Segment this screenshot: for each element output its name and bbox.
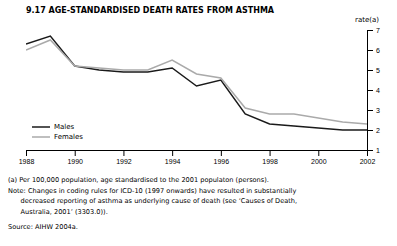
footnote: decreased reporting of asthma as underly…	[8, 197, 297, 205]
x-tick-mark	[123, 150, 124, 156]
y-tick-label: 7	[376, 27, 380, 34]
x-axis: 1988 1990 1992 1994 1996 1998 2000 2002	[19, 150, 376, 165]
y-tick-mark	[367, 50, 373, 51]
plot: 1988 1990 1992 1994 1996 1998 2000 20021 2 3 4 5 6 7 M…	[19, 27, 380, 165]
x-tick: 2002	[360, 150, 376, 165]
y-tick-label: 5	[376, 67, 380, 74]
y-tick-mark	[367, 150, 373, 151]
y-tick: 7	[367, 27, 380, 34]
footnote: Source: AIHW 2004a.	[8, 223, 78, 231]
x-tick: 2000	[311, 150, 327, 165]
x-tick-mark	[270, 150, 271, 156]
x-tick-label: 1988	[19, 158, 35, 165]
x-tick: 1996	[214, 150, 230, 165]
y-tick: 2	[367, 127, 380, 134]
x-tick-mark	[221, 150, 222, 156]
x-tick-label: 1998	[262, 158, 278, 165]
y-tick-label: 6	[376, 47, 380, 54]
y-axis: 1 2 3 4 5 6 7	[367, 27, 380, 154]
legend-label: Females	[54, 133, 83, 141]
y-tick-mark	[367, 30, 373, 31]
y-tick-mark	[367, 90, 373, 91]
y-tick-label: 2	[376, 127, 380, 134]
x-tick-label: 1994	[165, 158, 181, 165]
y-tick: 6	[367, 47, 380, 54]
title: 9.17 AGE-STANDARDISED DEATH RATES FROM A…	[26, 6, 275, 15]
x-tick: 1992	[116, 150, 132, 165]
x-tick: 1998	[262, 150, 278, 165]
y-tick-label: 3	[376, 107, 380, 114]
x-tick: 1994	[165, 150, 181, 165]
series-line	[26, 36, 367, 130]
legend-swatch	[32, 126, 50, 128]
x-tick-mark	[172, 150, 173, 156]
x-tick-label: 1992	[116, 158, 132, 165]
x-tick-mark	[75, 150, 76, 156]
series-line	[26, 40, 367, 124]
footnote: Australia, 2001’ (3303.0)).	[8, 208, 108, 216]
x-tick: 1988	[19, 150, 35, 165]
x-tick-label: 1996	[214, 158, 230, 165]
legend: Males Females	[32, 123, 83, 141]
x-tick-label: 2002	[360, 158, 376, 165]
x-tick-mark	[318, 150, 319, 156]
lines	[26, 36, 367, 130]
y-tick-mark	[367, 70, 373, 71]
y-tick: 5	[367, 67, 380, 74]
y-tick: 1	[367, 147, 380, 154]
x-tick-label: 1990	[67, 158, 83, 165]
y-tick-label: 1	[376, 147, 380, 154]
x-tick-mark	[26, 150, 27, 156]
x-tick-label: 2000	[311, 158, 327, 165]
y-tick: 3	[367, 107, 380, 114]
footnote: Note: Changes in coding rules for ICD-10…	[8, 187, 296, 195]
y-axis-title: rate(a)	[355, 16, 379, 24]
x-tick: 1990	[67, 150, 83, 165]
x-axis-line	[27, 150, 368, 151]
chart: 9.17 AGE-STANDARDISED DEATH RATES FROM A…	[0, 0, 397, 246]
y-tick-label: 4	[376, 87, 380, 94]
y-tick-mark	[367, 130, 373, 131]
y-tick-mark	[367, 110, 373, 111]
legend-label: Males	[54, 123, 75, 131]
footnote: (a) Per 100,000 population, age standard…	[8, 176, 269, 184]
legend-swatch	[32, 136, 50, 138]
y-tick: 4	[367, 87, 380, 94]
